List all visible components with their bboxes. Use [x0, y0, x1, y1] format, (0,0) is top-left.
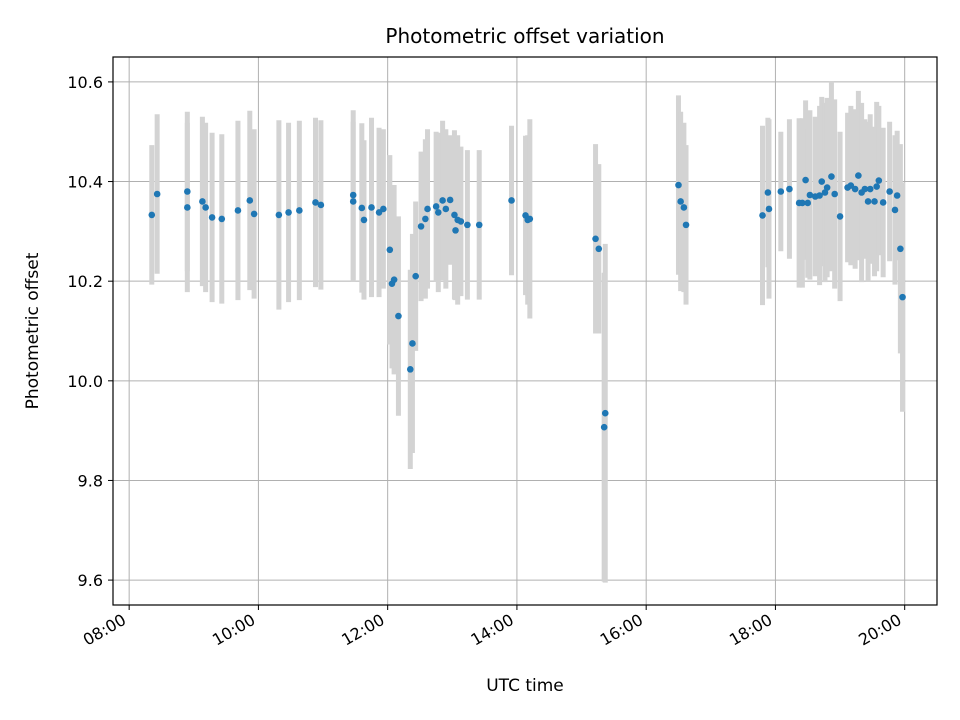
- data-point: [806, 191, 814, 199]
- data-point: [199, 198, 206, 205]
- y-tick-label: 10.0: [67, 372, 103, 391]
- data-point: [818, 178, 826, 185]
- data-point: [526, 215, 534, 223]
- data-point: [592, 235, 599, 243]
- data-point: [349, 191, 357, 199]
- data-point: [386, 246, 394, 254]
- data-point: [464, 221, 471, 229]
- data-point: [821, 189, 829, 196]
- chart-title: Photometric offset variation: [385, 24, 664, 48]
- data-point: [777, 188, 785, 195]
- data-point: [677, 198, 684, 205]
- y-axis: 9.6 9.8 10.0 10.2 10.4 10.6: [67, 73, 113, 590]
- plot-frame: [112, 56, 938, 606]
- data-point: [395, 312, 402, 320]
- data-point: [871, 198, 878, 205]
- y-tick-label: 9.8: [78, 471, 103, 490]
- data-point: [600, 423, 608, 431]
- data-point: [836, 213, 844, 220]
- data-point: [823, 184, 831, 191]
- data-point: [148, 211, 156, 219]
- data-point: [595, 245, 603, 253]
- data-point: [759, 212, 766, 219]
- data-point: [432, 203, 440, 210]
- y-tick-label: 10.4: [67, 173, 103, 192]
- data-point: [897, 245, 904, 253]
- data-point: [296, 207, 303, 214]
- data-point: [601, 409, 609, 417]
- data-point: [153, 190, 161, 198]
- data-point: [380, 205, 387, 213]
- data-point: [675, 181, 682, 189]
- data-point: [358, 204, 366, 212]
- data-point: [786, 185, 793, 193]
- y-tick-label: 10.2: [67, 272, 103, 291]
- data-point: [680, 204, 688, 211]
- data-point: [250, 210, 258, 218]
- data-points: [148, 172, 906, 431]
- data-point: [457, 218, 465, 225]
- data-point: [234, 207, 242, 214]
- data-point: [406, 366, 414, 373]
- data-point: [218, 215, 226, 223]
- data-point: [442, 205, 450, 213]
- data-point: [508, 197, 515, 204]
- data-point: [764, 189, 772, 196]
- data-point: [285, 209, 292, 216]
- data-point: [855, 172, 862, 179]
- data-point: [368, 204, 375, 211]
- data-point: [208, 214, 216, 221]
- data-point: [390, 276, 398, 283]
- data-point: [799, 199, 806, 207]
- data-point: [864, 198, 872, 205]
- data-point: [412, 272, 419, 280]
- data-point: [802, 176, 809, 184]
- data-point: [360, 216, 368, 224]
- data-point: [446, 196, 454, 204]
- data-point: [831, 190, 838, 198]
- data-point: [452, 227, 459, 234]
- data-point: [891, 206, 899, 214]
- data-point: [875, 177, 883, 184]
- data-point: [873, 183, 880, 190]
- data-point: [349, 198, 357, 205]
- data-point: [682, 221, 690, 229]
- data-point: [851, 185, 859, 193]
- y-tick-label: 9.6: [78, 571, 103, 590]
- y-axis-label: Photometric offset: [23, 252, 43, 409]
- data-point: [424, 205, 431, 213]
- data-point: [202, 204, 209, 211]
- data-point: [899, 293, 906, 301]
- data-point: [828, 173, 835, 180]
- data-point: [893, 192, 901, 199]
- data-point: [422, 215, 429, 223]
- y-tick-label: 10.6: [67, 73, 103, 92]
- data-point: [434, 209, 442, 216]
- data-point: [317, 201, 325, 209]
- data-point: [409, 340, 416, 347]
- data-point: [866, 185, 874, 193]
- data-point: [246, 197, 254, 204]
- data-point: [184, 204, 191, 211]
- data-point: [475, 221, 483, 229]
- data-point: [439, 197, 446, 204]
- data-point: [765, 205, 773, 213]
- data-point: [886, 188, 893, 195]
- data-point: [275, 211, 283, 219]
- data-point: [861, 185, 869, 193]
- data-point: [312, 199, 319, 206]
- data-point: [879, 199, 887, 206]
- data-point: [804, 199, 812, 207]
- data-point: [417, 223, 425, 230]
- data-point: [816, 192, 823, 199]
- data-point: [451, 211, 458, 219]
- data-point: [184, 188, 191, 195]
- x-axis-label: UTC time: [486, 676, 564, 696]
